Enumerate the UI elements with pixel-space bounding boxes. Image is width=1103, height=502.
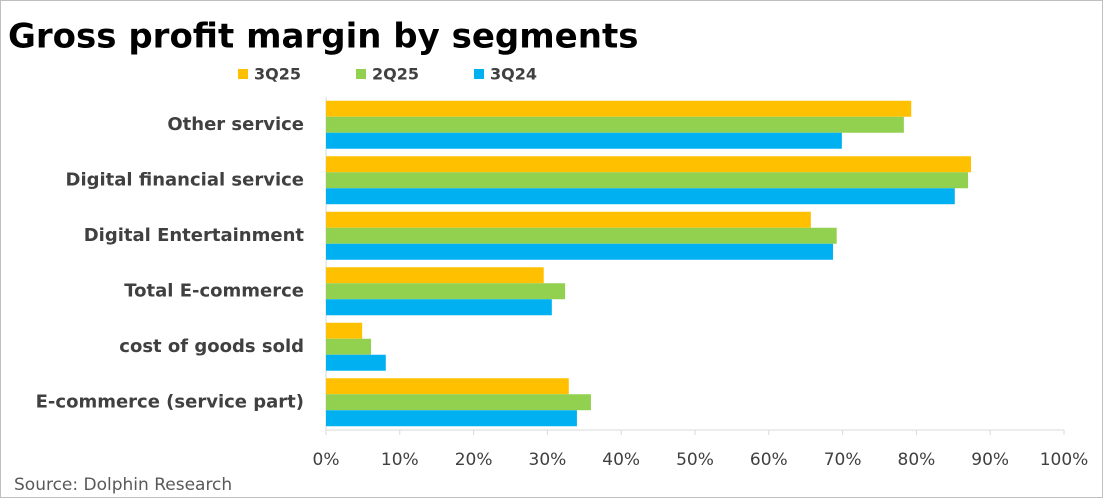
y-tick-label: Digital financial service bbox=[66, 169, 304, 190]
x-tick-label: 60% bbox=[750, 450, 788, 470]
bar bbox=[326, 156, 972, 173]
bar bbox=[326, 227, 837, 244]
legend-label: 3Q25 bbox=[254, 65, 301, 84]
bar bbox=[326, 211, 811, 228]
y-tick-label: Other service bbox=[167, 114, 304, 135]
bar bbox=[326, 283, 566, 300]
x-tick-label: 20% bbox=[455, 450, 493, 470]
bar bbox=[326, 116, 904, 133]
bar bbox=[326, 354, 386, 371]
bar bbox=[326, 243, 834, 260]
bar bbox=[326, 100, 912, 117]
bar bbox=[326, 322, 363, 339]
x-tick-label: 0% bbox=[313, 450, 340, 470]
legend-swatch bbox=[238, 69, 248, 79]
x-tick-label: 80% bbox=[898, 450, 936, 470]
bar bbox=[326, 188, 955, 205]
bar bbox=[326, 378, 569, 395]
y-tick-label: cost of goods sold bbox=[119, 336, 304, 357]
x-tick-label: 100% bbox=[1040, 450, 1089, 470]
bar bbox=[326, 132, 842, 149]
y-tick-label: Total E-commerce bbox=[124, 280, 304, 301]
x-tick-label: 90% bbox=[971, 450, 1009, 470]
legend-label: 2Q25 bbox=[372, 65, 419, 84]
legend-swatch bbox=[474, 69, 484, 79]
source: Source: Dolphin Research bbox=[14, 475, 232, 495]
y-tick-label: E-commerce (service part) bbox=[36, 391, 304, 412]
x-tick-label: 70% bbox=[824, 450, 862, 470]
bar bbox=[326, 394, 591, 411]
bar bbox=[326, 338, 372, 355]
legend-swatch bbox=[356, 69, 366, 79]
x-tick-label: 50% bbox=[676, 450, 714, 470]
legend-label: 3Q24 bbox=[490, 65, 537, 84]
bar bbox=[326, 410, 577, 427]
bar bbox=[326, 299, 552, 316]
bar bbox=[326, 172, 969, 189]
bar bbox=[326, 267, 544, 284]
y-tick-label: Digital Entertainment bbox=[84, 225, 305, 246]
x-tick-label: 40% bbox=[602, 450, 640, 470]
x-tick-label: 30% bbox=[529, 450, 567, 470]
chart-title: Gross profit margin by segments bbox=[8, 17, 638, 57]
x-tick-label: 10% bbox=[381, 450, 419, 470]
